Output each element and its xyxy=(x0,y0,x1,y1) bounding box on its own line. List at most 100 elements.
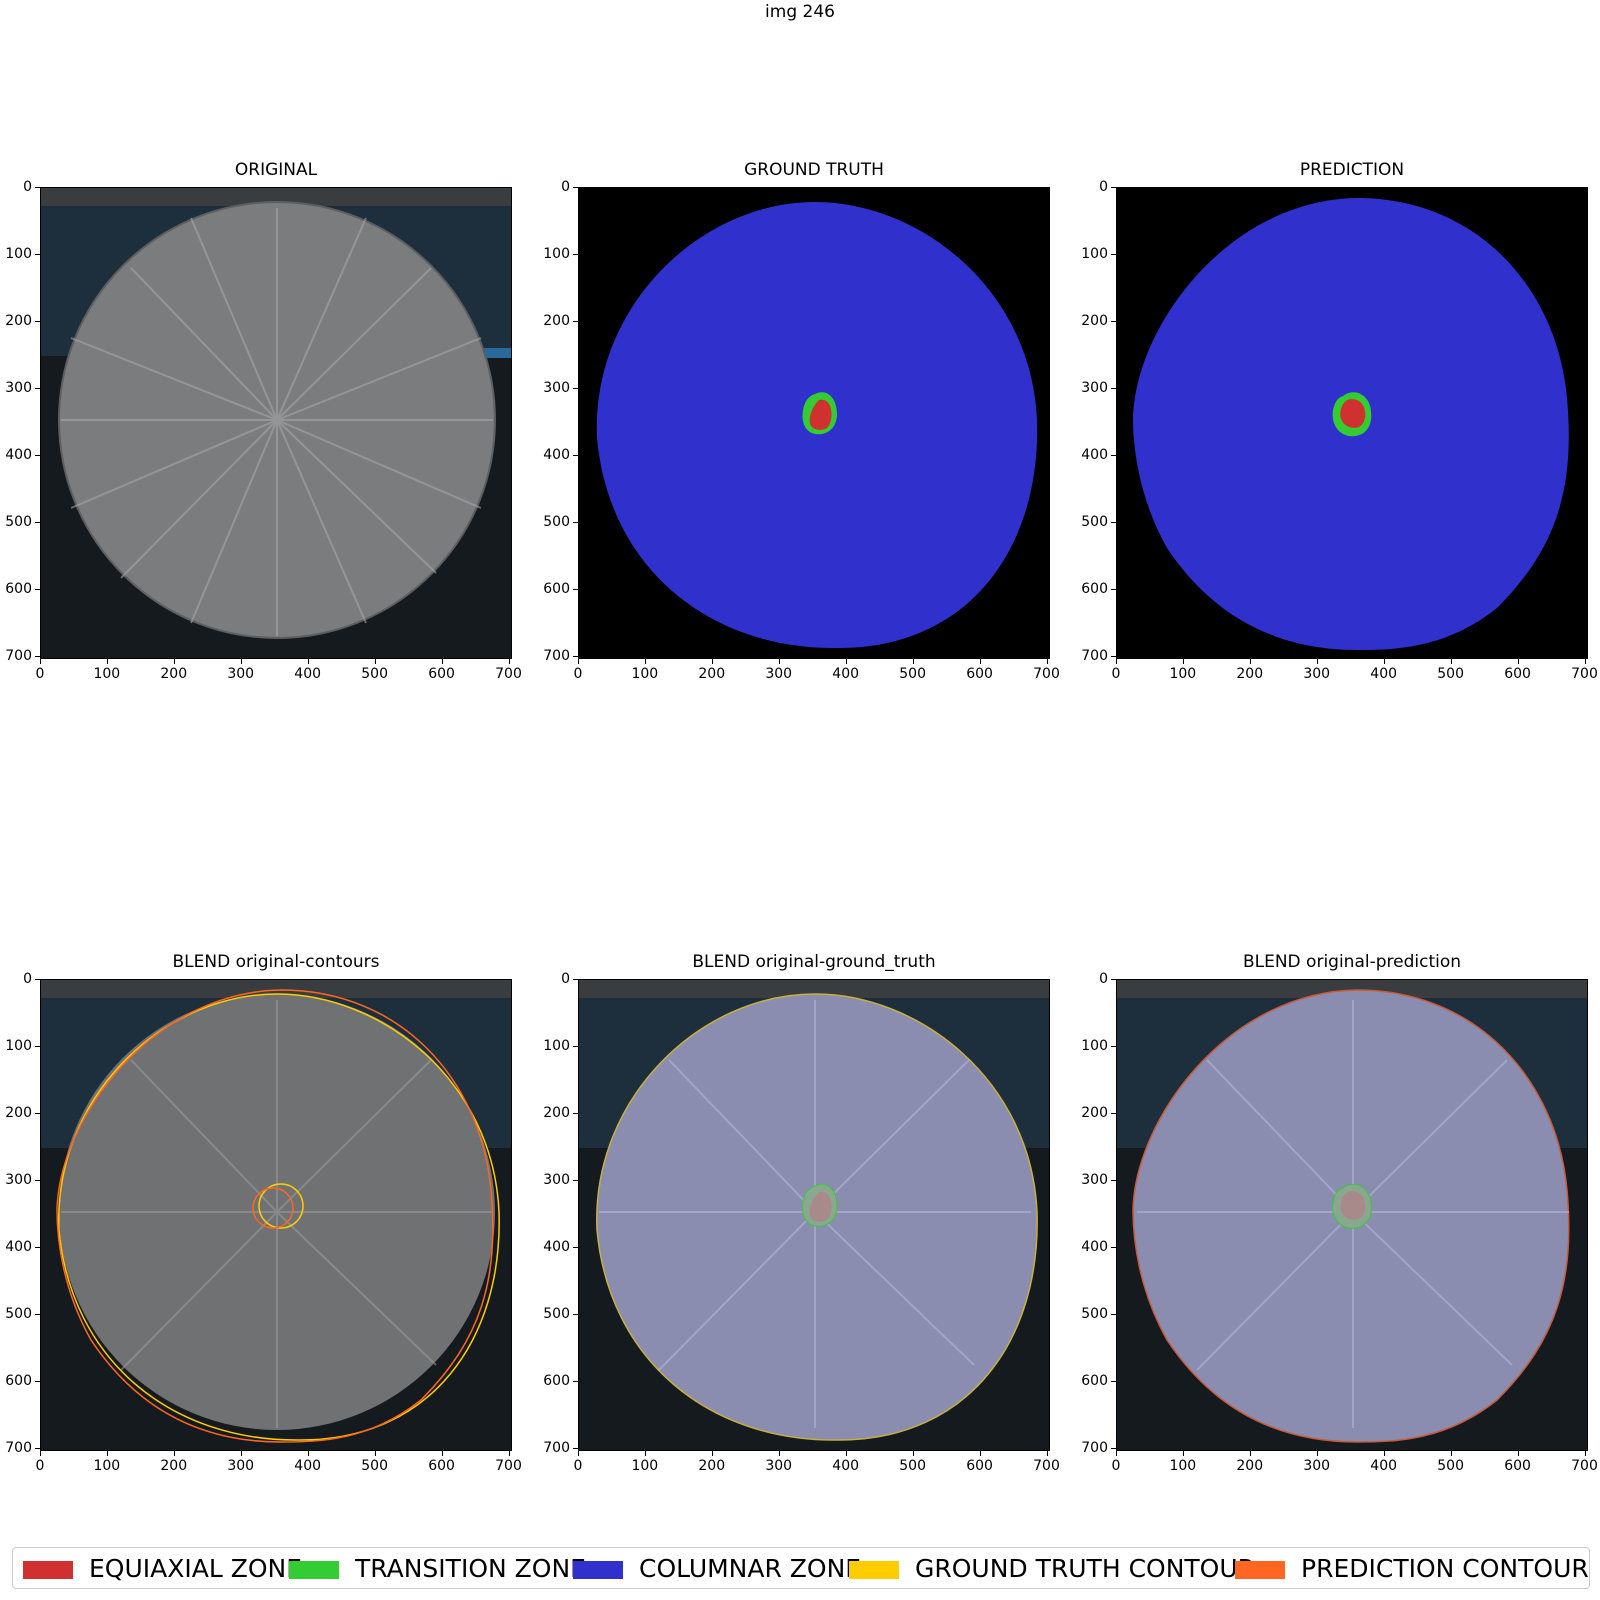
x-tick-mark xyxy=(441,659,443,664)
y-tick-mark xyxy=(35,655,40,657)
legend-swatch xyxy=(849,1561,899,1579)
x-tick-label: 400 xyxy=(1370,666,1398,682)
y-tick-mark xyxy=(1111,387,1116,389)
y-tick-mark xyxy=(1111,588,1116,590)
x-tick-label: 100 xyxy=(1169,1458,1197,1474)
x-tick-label: 600 xyxy=(1504,666,1531,682)
y-tick-mark xyxy=(35,1112,40,1114)
legend-label: TRANSITION ZONE xyxy=(355,1554,586,1583)
y-tick-label: 0 xyxy=(561,179,570,195)
x-tick-mark xyxy=(912,659,914,664)
y-tick-label: 400 xyxy=(1081,1238,1108,1255)
y-tick-label: 600 xyxy=(543,580,570,597)
legend-label: COLUMNAR ZONE xyxy=(639,1554,862,1583)
x-tick-mark xyxy=(40,659,41,664)
x-tick-mark xyxy=(578,659,579,664)
x-tick-mark xyxy=(979,1451,981,1456)
x-tick-mark xyxy=(845,1451,847,1456)
y-tick-mark xyxy=(35,979,40,980)
y-tick-label: 700 xyxy=(543,647,570,664)
y-tick-label: 100 xyxy=(1081,245,1108,262)
legend-label: GROUND TRUTH CONTOUR xyxy=(915,1554,1256,1583)
x-tick-label: 400 xyxy=(832,1458,860,1474)
x-tick-label: 200 xyxy=(698,1458,726,1474)
x-tick-mark xyxy=(508,659,510,664)
y-tick-mark xyxy=(1111,454,1116,456)
y-tick-label: 700 xyxy=(1081,1439,1108,1456)
x-tick-mark xyxy=(1316,659,1318,664)
x-tick-mark xyxy=(778,1451,780,1456)
y-tick-mark xyxy=(35,521,40,523)
y-tick-mark xyxy=(573,1179,578,1181)
y-tick-mark xyxy=(35,253,40,255)
x-tick-mark xyxy=(1450,659,1452,664)
y-tick-label: 200 xyxy=(543,1104,570,1121)
x-tick-label: 500 xyxy=(361,666,388,682)
x-tick-label: 200 xyxy=(1236,666,1264,682)
panel-title: ORIGINAL xyxy=(234,160,318,180)
y-tick-mark xyxy=(1111,187,1116,188)
y-tick-label: 0 xyxy=(561,971,570,987)
x-tick-mark xyxy=(1517,1451,1519,1456)
legend-swatch xyxy=(23,1561,73,1579)
x-tick-label: 600 xyxy=(428,666,455,682)
y-tick-mark xyxy=(573,1380,578,1382)
x-tick-label: 400 xyxy=(294,1458,322,1474)
y-tick-mark xyxy=(35,588,40,590)
x-tick-label: 600 xyxy=(966,666,993,682)
y-tick-mark xyxy=(573,588,578,590)
x-tick-label: 100 xyxy=(93,1458,121,1474)
y-tick-label: 200 xyxy=(1081,312,1108,329)
panel-ground-truth: GROUND TRUTH 0 100 200 300 400 500 600 700 0 100 2… xyxy=(543,160,1060,681)
y-tick-label: 300 xyxy=(1081,379,1108,396)
y-tick-label: 300 xyxy=(543,379,570,396)
y-tick-label: 200 xyxy=(5,1104,32,1121)
x-tick-label: 500 xyxy=(1437,666,1464,682)
x-tick-label: 700 xyxy=(1571,666,1598,682)
y-tick-label: 300 xyxy=(5,379,32,396)
y-tick-mark xyxy=(573,1313,578,1315)
x-tick-mark xyxy=(1182,659,1184,664)
x-tick-mark xyxy=(1046,1451,1048,1456)
y-tick-mark xyxy=(573,1045,578,1047)
y-tick-label: 500 xyxy=(1081,1305,1108,1322)
x-tick-label: 300 xyxy=(227,666,255,682)
x-tick-label: 500 xyxy=(1437,1458,1464,1474)
x-tick-label: 700 xyxy=(1033,1458,1060,1474)
y-tick-label: 100 xyxy=(5,1037,32,1054)
image-blend-contours xyxy=(40,979,512,1451)
x-tick-mark xyxy=(1249,1451,1251,1456)
mask-ground-truth xyxy=(578,187,1050,659)
x-tick-label: 100 xyxy=(1169,666,1197,682)
x-tick-label: 300 xyxy=(765,666,793,682)
y-tick-label: 100 xyxy=(1081,1037,1108,1054)
x-tick-mark xyxy=(441,1451,443,1456)
x-tick-mark xyxy=(1046,659,1048,664)
x-tick-mark xyxy=(374,659,376,664)
panel-blend-contours: BLEND original-contours 0 100 200 300 400 500… xyxy=(5,952,522,1473)
y-tick-label: 400 xyxy=(5,446,32,463)
y-tick-mark xyxy=(1111,655,1116,657)
y-tick-mark xyxy=(35,1246,40,1248)
y-tick-mark xyxy=(573,1112,578,1114)
y-tick-mark xyxy=(35,320,40,322)
x-tick-label: 200 xyxy=(160,666,188,682)
y-tick-mark xyxy=(573,320,578,322)
x-tick-label: 200 xyxy=(1236,1458,1264,1474)
y-tick-label: 500 xyxy=(5,1305,32,1322)
x-tick-mark xyxy=(578,1451,579,1456)
x-tick-label: 200 xyxy=(160,1458,188,1474)
image-blend-ground-truth xyxy=(578,979,1050,1451)
y-tick-label: 700 xyxy=(5,1439,32,1456)
y-tick-label: 200 xyxy=(1081,1104,1108,1121)
y-tick-mark xyxy=(573,1246,578,1248)
x-tick-label: 500 xyxy=(899,666,926,682)
panel-prediction: PREDICTION 0 100 200 300 400 500 600 700 0 100 200… xyxy=(1081,160,1598,681)
y-tick-mark xyxy=(1111,1246,1116,1248)
y-tick-mark xyxy=(35,1380,40,1382)
y-tick-mark xyxy=(573,979,578,980)
y-tick-mark xyxy=(1111,1045,1116,1047)
y-tick-mark xyxy=(573,655,578,657)
y-tick-mark xyxy=(573,454,578,456)
x-tick-mark xyxy=(644,659,646,664)
